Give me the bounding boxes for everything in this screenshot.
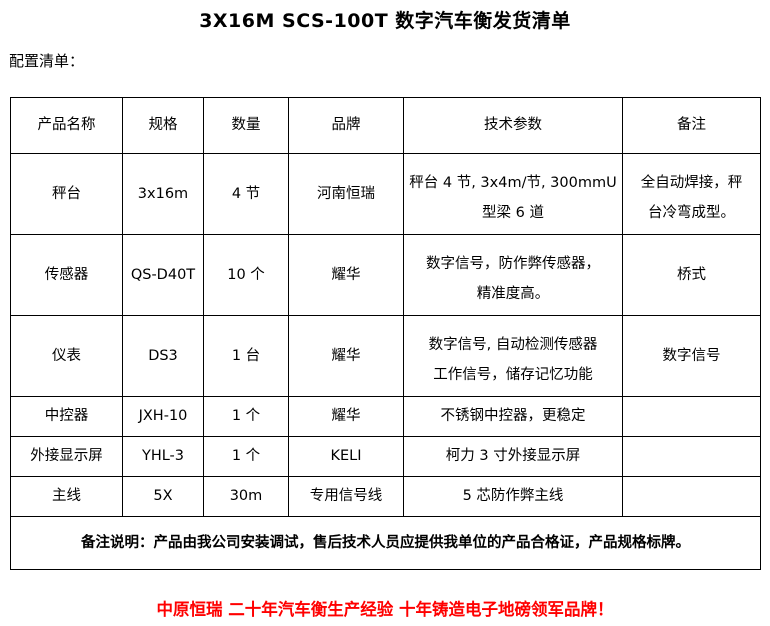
cell-remarks: 桥式: [622, 234, 761, 316]
column-header-remarks: 备注: [622, 97, 761, 154]
column-header-spec: 规格: [122, 97, 204, 154]
cell-brand: KELI: [288, 436, 404, 477]
table-row: 秤台 3x16m 4 节 河南恒瑞 秤台 4 节, 3x4m/节, 300mmU…: [10, 153, 761, 235]
cell-quantity: 4 节: [203, 153, 289, 235]
cell-tech-params: 柯力 3 寸外接显示屏: [403, 436, 623, 477]
cell-brand: 耀华: [288, 396, 404, 437]
column-header-product-name: 产品名称: [10, 97, 123, 154]
section-label-config-list: 配置清单：: [9, 52, 85, 70]
table-row: 中控器 JXH-10 1 个 耀华 不锈钢中控器，更稳定: [10, 396, 761, 437]
tech-line-2: 型梁 6 道: [482, 205, 544, 221]
cell-quantity: 30m: [203, 476, 289, 517]
cell-quantity: 10 个: [203, 234, 289, 316]
tech-line-1: 秤台 4 节, 3x4m/节, 300mmU: [409, 175, 617, 191]
cell-quantity: 1 个: [203, 396, 289, 437]
table-header-row: 产品名称 规格 数量 品牌 技术参数 备注: [10, 97, 761, 154]
cell-product-name: 外接显示屏: [10, 436, 123, 477]
cell-remarks: 全自动焊接，秤 台冷弯成型。: [622, 153, 761, 235]
tech-line-1: 数字信号, 自动检测传感器: [428, 337, 598, 353]
cell-brand: 河南恒瑞: [288, 153, 404, 235]
table-footer-note-row: 备注说明：产品由我公司安装调试，售后技术人员应提供我单位的产品合格证，产品规格标…: [10, 516, 761, 570]
cell-product-name: 秤台: [10, 153, 123, 235]
cell-spec: 5X: [122, 476, 204, 517]
cell-product-name: 传感器: [10, 234, 123, 316]
tech-line-2: 精准度高。: [476, 286, 550, 302]
tech-line-1: 数字信号，防作弊传感器，: [426, 256, 600, 272]
spec-table-container: 产品名称 规格 数量 品牌 技术参数 备注 秤台 3x16m 4 节 河南恒瑞 …: [10, 97, 761, 570]
cell-brand: 耀华: [288, 234, 404, 316]
remark-line-2: 台冷弯成型。: [648, 205, 735, 221]
cell-spec: YHL-3: [122, 436, 204, 477]
page-title: 3X16M SCS-100T 数字汽车衡发货清单: [199, 10, 571, 32]
table-row: 传感器 QS-D40T 10 个 耀华 数字信号，防作弊传感器， 精准度高。 桥…: [10, 234, 761, 316]
cell-product-name: 仪表: [10, 315, 123, 397]
spec-table: 产品名称 规格 数量 品牌 技术参数 备注 秤台 3x16m 4 节 河南恒瑞 …: [10, 97, 761, 570]
cell-spec: DS3: [122, 315, 204, 397]
cell-tech-params: 数字信号, 自动检测传感器 工作信号，储存记忆功能: [403, 315, 623, 397]
cell-brand: 专用信号线: [288, 476, 404, 517]
remark-line-1: 全自动焊接，秤: [640, 175, 743, 191]
cell-tech-params: 5 芯防作弊主线: [403, 476, 623, 517]
cell-remarks: [622, 396, 761, 437]
cell-brand: 耀华: [288, 315, 404, 397]
cell-tech-params: 不锈钢中控器，更稳定: [403, 396, 623, 437]
column-header-quantity: 数量: [203, 97, 289, 154]
cell-product-name: 主线: [10, 476, 123, 517]
cell-remarks: 数字信号: [622, 315, 761, 397]
cell-spec: 3x16m: [122, 153, 204, 235]
cell-quantity: 1 个: [203, 436, 289, 477]
company-slogan-banner: 中原恒瑞 二十年汽车衡生产经验 十年铸造电子地磅领军品牌！: [156, 600, 614, 619]
cell-product-name: 中控器: [10, 396, 123, 437]
cell-remarks: [622, 476, 761, 517]
cell-tech-params: 数字信号，防作弊传感器， 精准度高。: [403, 234, 623, 316]
table-row: 外接显示屏 YHL-3 1 个 KELI 柯力 3 寸外接显示屏: [10, 436, 761, 477]
table-row: 主线 5X 30m 专用信号线 5 芯防作弊主线: [10, 476, 761, 517]
tech-line-2: 工作信号，储存记忆功能: [433, 367, 593, 383]
cell-spec: QS-D40T: [122, 234, 204, 316]
cell-spec: JXH-10: [122, 396, 204, 437]
footer-note-text: 备注说明：产品由我公司安装调试，售后技术人员应提供我单位的产品合格证，产品规格标…: [10, 516, 761, 570]
column-header-brand: 品牌: [288, 97, 404, 154]
cell-tech-params: 秤台 4 节, 3x4m/节, 300mmU 型梁 6 道: [403, 153, 623, 235]
table-row: 仪表 DS3 1 台 耀华 数字信号, 自动检测传感器 工作信号，储存记忆功能 …: [10, 315, 761, 397]
cell-quantity: 1 台: [203, 315, 289, 397]
cell-remarks: [622, 436, 761, 477]
column-header-tech-params: 技术参数: [403, 97, 623, 154]
